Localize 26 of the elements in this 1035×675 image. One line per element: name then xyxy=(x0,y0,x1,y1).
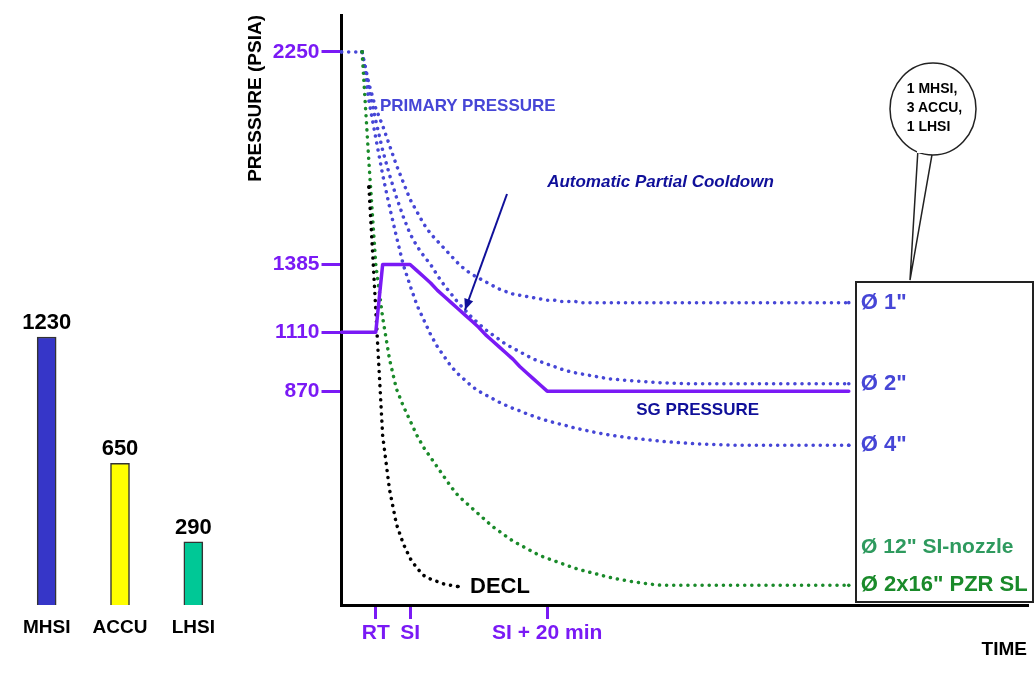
annotation: SG PRESSURE xyxy=(636,400,760,420)
x-tick-label: SI + 20 min xyxy=(492,620,603,644)
annotation: PRIMARY PRESSURE xyxy=(379,95,556,115)
x-tick-label: ACCU xyxy=(92,615,148,637)
x-tick-label: RT xyxy=(361,620,390,644)
x-tick-label: SI xyxy=(400,620,420,644)
data-label: 1230 xyxy=(22,309,72,335)
series-label: Ø 2" xyxy=(860,369,907,395)
y-tick-label: 2250 xyxy=(272,38,320,62)
annotation: Ø 12" SI-nozzle xyxy=(861,534,1014,558)
series-label: DECL xyxy=(470,572,530,598)
y-tick-label: 1110 xyxy=(275,318,320,342)
x-tick-label: LHSI xyxy=(171,615,215,637)
annotation: Automatic Partial Cooldown xyxy=(546,171,774,191)
annotation: 1 MHSI, 3 ACCU, 1 LHSI xyxy=(906,78,964,136)
series-label: Ø 1" xyxy=(860,288,907,314)
y-axis-title: PRESSURE (PSIA) xyxy=(243,15,265,182)
data-label: 290 xyxy=(174,513,212,539)
series-label: Ø 2x16" PZR SL xyxy=(860,571,1028,597)
y-tick-label: 1385 xyxy=(272,251,320,275)
series-label: Ø 4" xyxy=(860,431,907,457)
x-axis-title: TIME xyxy=(981,637,1027,659)
data-label: 650 xyxy=(101,435,139,461)
y-tick-label: 870 xyxy=(284,377,320,401)
x-tick-label: MHSI xyxy=(22,615,71,637)
speech-bubble: 1 MHSI, 3 ACCU, 1 LHSI xyxy=(887,60,978,281)
